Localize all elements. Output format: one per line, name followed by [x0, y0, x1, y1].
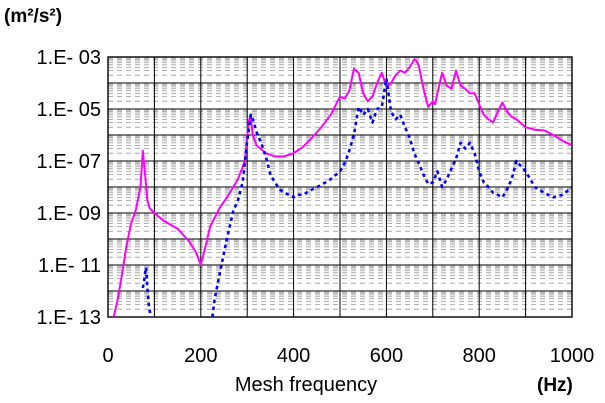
series-line-blue-dotted [141, 266, 153, 317]
y-tick-label: 1.E- 07 [37, 151, 101, 173]
x-tick-label: 0 [102, 345, 113, 367]
y-axis-unit: (m²/s²) [4, 6, 62, 27]
y-tick-label: 1.E- 13 [37, 307, 101, 329]
x-tick-label: 600 [370, 345, 403, 367]
y-tick-label: 1.E- 05 [37, 99, 101, 121]
series-layer [112, 58, 572, 317]
x-axis-title: Mesh frequency [235, 374, 377, 396]
x-tick-label: 400 [277, 345, 310, 367]
major-grid [108, 57, 572, 317]
x-tick-label: 200 [184, 345, 217, 367]
x-tick-labels: 0 200 400 600 800 1000 [102, 345, 594, 367]
y-tick-label: 1.E- 09 [37, 203, 101, 225]
y-tick-label: 1.E- 11 [38, 255, 101, 277]
y-tick-label: 1.E- 03 [37, 47, 101, 69]
series-line-magenta [112, 58, 572, 317]
x-tick-label: 800 [463, 345, 496, 367]
x-axis-unit: (Hz) [537, 375, 573, 396]
y-tick-labels: 1.E- 03 1.E- 05 1.E- 07 1.E- 09 1.E- 11 1.E- … [37, 47, 101, 329]
x-tick-label: 1000 [550, 345, 595, 367]
